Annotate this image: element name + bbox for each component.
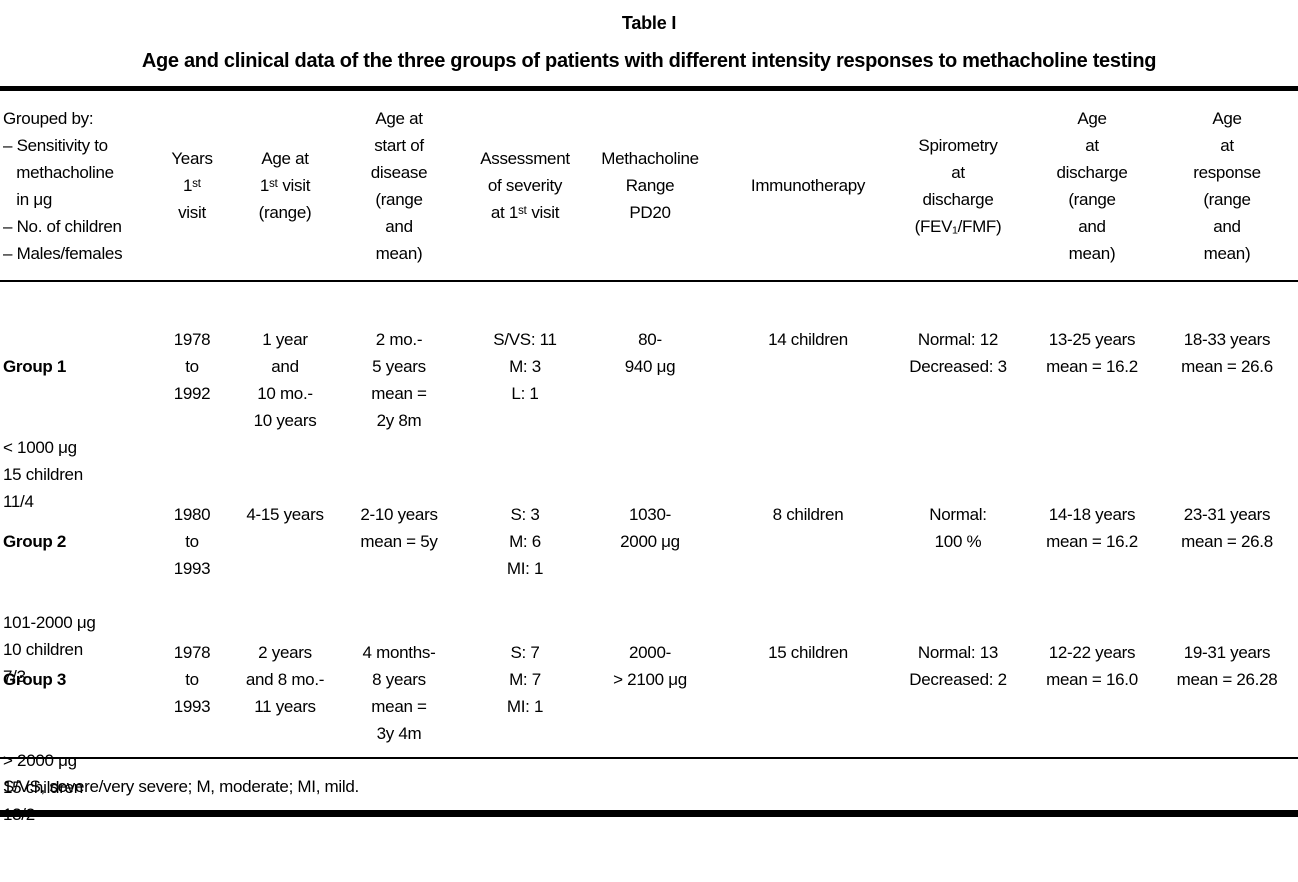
cell-g3-age-response: 19-31 years mean = 26.28 bbox=[1176, 643, 1278, 689]
table-footnote: S/VS, severe/very severe; M, moderate; M… bbox=[3, 777, 359, 796]
header-age-at-first-visit: Age at 1ˢᵗ visit (range) bbox=[258, 149, 312, 222]
cell-g2-severity: S: 3 M: 6 MI: 1 bbox=[506, 505, 544, 578]
cell-g2-age-first-visit: 4-15 years bbox=[246, 505, 324, 524]
header-age-at-start-of-disease: Age at start of disease (range and mean) bbox=[370, 108, 428, 263]
cell-g1-age-response: 18-33 years mean = 26.6 bbox=[1181, 330, 1273, 376]
header-spirometry-at-discharge: Spirometry at discharge (FEV₁/FMF) bbox=[914, 135, 1002, 236]
cell-g1-years-first-visit: 1978 to 1992 bbox=[173, 330, 211, 403]
cell-g2-age-response: 23-31 years mean = 26.8 bbox=[1181, 505, 1273, 551]
group-3-criteria: > 2000 μg 15 children 13/2 bbox=[3, 751, 83, 824]
data-table: Grouped by: – Sensitivity to methacholin… bbox=[0, 86, 1298, 824]
cell-g1-methacholine-range: 80- 940 μg bbox=[624, 330, 676, 376]
cell-g1-grouping: Group 1 < 1000 μg 15 children 11/4 bbox=[0, 299, 152, 569]
header-assessment-of-severity: Assessment of severity at 1ˢᵗ visit bbox=[480, 149, 570, 222]
group-2-criteria: 101-2000 μg 10 children 7/3 bbox=[3, 613, 96, 686]
group-2-label: Group 2 bbox=[3, 532, 67, 551]
table-header-row: Grouped by: – Sensitivity to methacholin… bbox=[0, 91, 1298, 282]
group-3-label: Group 3 bbox=[3, 670, 67, 689]
cell-g3-age-discharge: 12-22 years mean = 16.0 bbox=[1046, 643, 1138, 689]
table-row-group-2: Group 2 101-2000 μg 10 children 7/3 1980… bbox=[0, 457, 1298, 686]
header-grouped-by: Grouped by: – Sensitivity to methacholin… bbox=[3, 108, 123, 263]
cell-g3-immunotherapy: 15 children bbox=[768, 643, 848, 662]
header-age-at-discharge: Age at discharge (range and mean) bbox=[1056, 108, 1128, 263]
cell-g2-age-discharge: 14-18 years mean = 16.2 bbox=[1046, 505, 1138, 551]
cell-g1-age-first-visit: 1 year and 10 mo.- 10 years bbox=[253, 330, 317, 430]
table-row-group-3: Group 3 > 2000 μg 15 children 13/2 1978 … bbox=[0, 595, 1298, 824]
cell-g2-grouping: Group 2 101-2000 μg 10 children 7/3 bbox=[0, 474, 152, 744]
header-age-at-response: Age at response (range and mean) bbox=[1193, 108, 1261, 263]
header-methacholine-range-pd20: Methacholine Range PD20 bbox=[601, 149, 699, 222]
cell-g3-severity: S: 7 M: 7 MI: 1 bbox=[506, 643, 544, 716]
group-1-criteria: < 1000 μg 15 children 11/4 bbox=[3, 438, 83, 511]
table-caption: Age and clinical data of the three group… bbox=[141, 50, 1157, 72]
cell-g3-age-start-disease: 4 months- 8 years mean = 3y 4m bbox=[362, 643, 436, 743]
table-row-group-1: Group 1 < 1000 μg 15 children 11/4 1978 … bbox=[0, 282, 1298, 511]
page: Table I Age and clinical data of the thr… bbox=[0, 12, 1298, 824]
cell-g1-immunotherapy: 14 children bbox=[768, 330, 848, 349]
cell-g1-severity: S/VS: 11 M: 3 L: 1 bbox=[493, 330, 557, 403]
header-immunotherapy: Immunotherapy bbox=[750, 176, 866, 195]
header-years-first-visit: Years 1ˢᵗ visit bbox=[171, 149, 213, 222]
cell-g2-years-first-visit: 1980 to 1993 bbox=[173, 505, 211, 578]
cell-g3-years-first-visit: 1978 to 1993 bbox=[173, 643, 211, 716]
cell-g1-spirometry: Normal: 12 Decreased: 3 bbox=[909, 330, 1007, 376]
table-number-title: Table I bbox=[621, 13, 677, 33]
table-footer: S/VS, severe/very severe; M, moderate; M… bbox=[0, 757, 1298, 817]
cell-g3-methacholine-range: 2000- > 2100 μg bbox=[613, 643, 687, 689]
cell-g3-grouping: Group 3 > 2000 μg 15 children 13/2 bbox=[0, 612, 152, 882]
cell-g2-methacholine-range: 1030- 2000 μg bbox=[620, 505, 680, 551]
cell-g2-immunotherapy: 8 children bbox=[772, 505, 844, 524]
cell-g3-age-first-visit: 2 years and 8 mo.- 11 years bbox=[245, 643, 325, 716]
cell-g1-age-discharge: 13-25 years mean = 16.2 bbox=[1046, 330, 1138, 376]
cell-g2-spirometry: Normal: 100 % bbox=[929, 505, 987, 551]
cell-g1-age-start-disease: 2 mo.- 5 years mean = 2y 8m bbox=[371, 330, 427, 430]
cell-g3-spirometry: Normal: 13 Decreased: 2 bbox=[909, 643, 1007, 689]
group-1-label: Group 1 bbox=[3, 357, 67, 376]
cell-g2-age-start-disease: 2-10 years mean = 5y bbox=[360, 505, 438, 551]
